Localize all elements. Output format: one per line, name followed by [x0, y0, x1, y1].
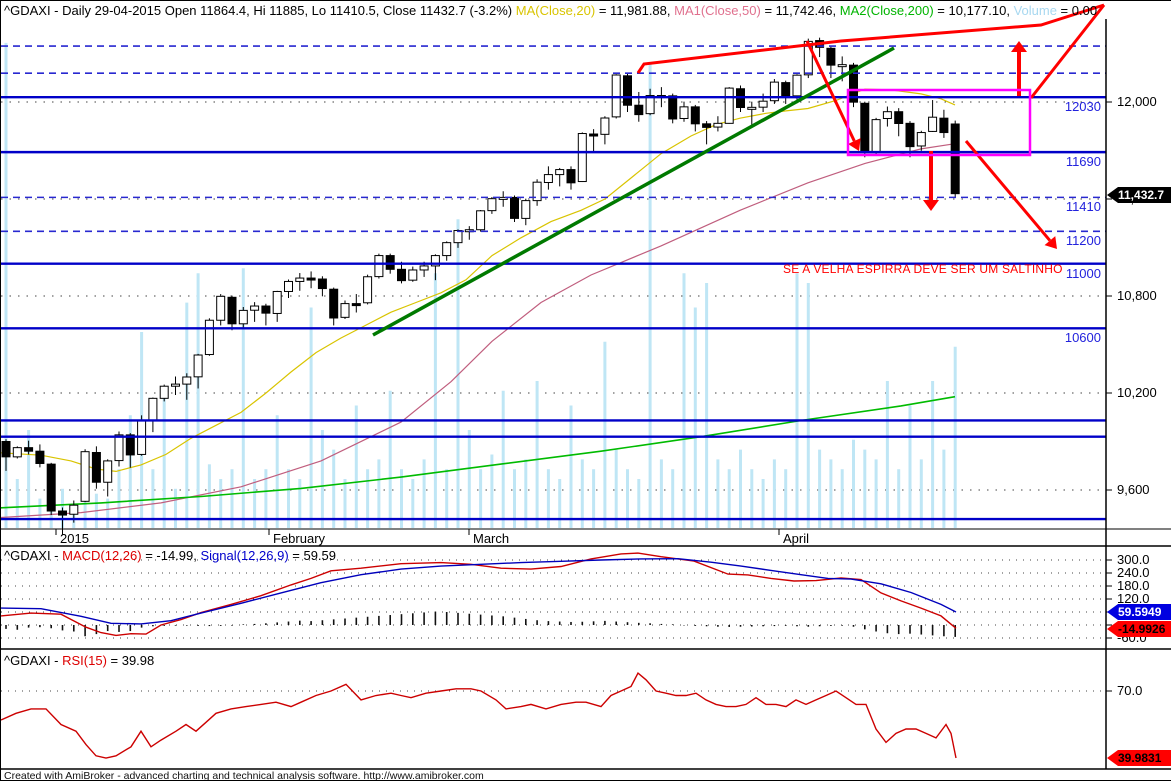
price-axis-label: 12,000	[1117, 94, 1157, 109]
level-label: 11000	[1065, 265, 1101, 281]
rsi-title-symbol: ^GDAXI -	[4, 653, 63, 668]
title-ma20-label: MA(Close,20)	[515, 3, 596, 18]
footer-credit: Created with AmiBroker - advanced charti…	[4, 770, 484, 781]
x-axis-label: 2015	[60, 531, 89, 546]
date-x-axis[interactable]	[1, 529, 1106, 546]
title-ma20-value: = 11,981.88,	[595, 3, 675, 18]
level-label: 10600	[1064, 330, 1101, 346]
title-volume-label: Volume	[1013, 3, 1057, 18]
price-axis-label: 9,600	[1117, 482, 1150, 497]
title-volume-value: = 0.00	[1056, 3, 1098, 18]
rsi-axis-label: 70.0	[1117, 683, 1143, 698]
x-axis-label: March	[473, 531, 510, 546]
macd-value-tag: -14.9926	[1107, 621, 1171, 637]
macd-axis-label: 240.0	[1117, 564, 1150, 580]
title-ohlc: ^GDAXI - Daily 29-04-2015 Open 11864.4, …	[4, 3, 516, 18]
title-ma1-value: = 11,742.46,	[760, 3, 840, 18]
macd-title-symbol: ^GDAXI -	[4, 548, 63, 563]
signal-title-name: Signal(12,26,9)	[200, 548, 289, 563]
macd-axis-label: 300.0	[1117, 551, 1150, 567]
x-axis-label: February	[273, 531, 326, 546]
rsi-chart-pane[interactable]	[1, 650, 1106, 768]
title-ma1-label: MA1(Close,50)	[674, 3, 761, 18]
macd-title-name: MACD(12,26)	[62, 548, 142, 563]
title-ma2-value: = 10,177.10,	[933, 3, 1014, 18]
level-label: 11410	[1065, 199, 1101, 215]
rsi-value-tag: 39.9831	[1107, 750, 1171, 766]
signal-title-value: = 59.59	[288, 548, 337, 563]
chart-title: ^GDAXI - Daily 29-04-2015 Open 11864.4, …	[4, 3, 1097, 18]
macd-title-value: = -14.99,	[141, 548, 201, 563]
level-label: 11200	[1065, 233, 1101, 249]
rsi-title-name: RSI(15)	[62, 653, 107, 668]
title-ma2-label: MA2(Close,200)	[839, 3, 934, 18]
rsi-title-value: = 39.98	[106, 653, 155, 668]
price-axis-label: 10,800	[1117, 288, 1157, 303]
level-label: 12030	[1064, 99, 1101, 115]
macd-axis-label: 180.0	[1117, 577, 1150, 593]
price-axis-label: 10,200	[1117, 385, 1157, 400]
last-price-tag: 11,432.7	[1107, 187, 1171, 203]
level-label: 11690	[1065, 154, 1101, 170]
x-axis-label: April	[783, 531, 810, 546]
rsi-pane-title: ^GDAXI - RSI(15) = 39.98	[4, 653, 154, 668]
macd-pane-title: ^GDAXI - MACD(12,26) = -14.99, Signal(12…	[4, 548, 336, 563]
macd-axis-label: 120.0	[1117, 590, 1150, 606]
annotation-note: SE A VELHA ESPIRRA DEVE SER UM SALTINHO	[783, 262, 1063, 276]
signal-value-tag: 59.5949	[1107, 604, 1171, 620]
